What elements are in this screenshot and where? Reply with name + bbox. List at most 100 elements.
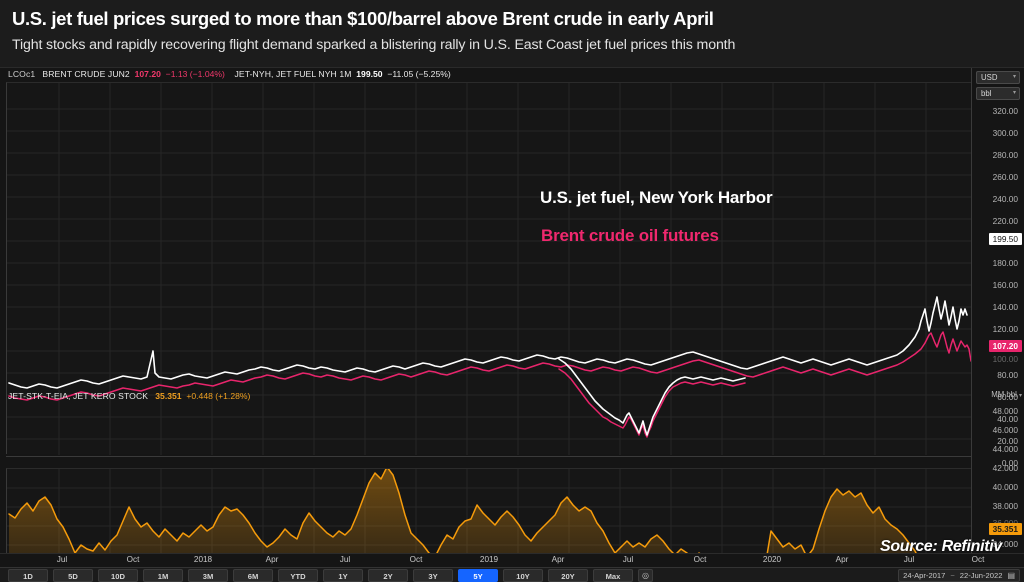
date-tick: 2019	[479, 555, 499, 564]
jetfuel-ticker-symbol[interactable]: JET-NYH, JET FUEL NYH 1M	[234, 69, 352, 79]
inventory-unit-label[interactable]: MM bbl ▾	[991, 390, 1022, 399]
date-to-value[interactable]: 22-Jun-2022	[959, 571, 1003, 580]
jetfuel-ticker-change: −11.05 (−5.25%)	[387, 69, 451, 79]
brent-annotation: Brent crude oil futures	[541, 226, 719, 245]
price-tick: 80.00	[997, 370, 1018, 380]
inventory-tick: 44.000	[992, 444, 1018, 454]
date-tick: Jul	[339, 555, 351, 564]
source-credit: Source: Refinitiv	[879, 538, 1002, 555]
price-tick: 300.00	[992, 128, 1018, 138]
price-tick: 120.00	[992, 324, 1018, 334]
right-axis-column: USD ▾ bbl ▾ 320.00 300.00 280.00 260.00 …	[971, 68, 1024, 553]
page-subtitle: Tight stocks and rapidly recovering flig…	[12, 37, 736, 53]
jetfuel-ticker-last: 199.50	[356, 69, 383, 79]
range-button-10d[interactable]: 10D	[98, 569, 138, 582]
inventory-value-tag: 35.351	[988, 523, 1022, 535]
date-tick: 2020	[762, 555, 782, 564]
date-tick: 2018	[193, 555, 213, 564]
chevron-down-icon: ▾	[1018, 393, 1022, 399]
currency-value: USD	[981, 73, 998, 82]
range-button-1y[interactable]: 1Y	[323, 569, 363, 582]
jetfuel-annotation: U.S. jet fuel, New York Harbor	[540, 188, 773, 207]
range-button-max[interactable]: Max	[593, 569, 633, 582]
price-series	[8, 296, 972, 438]
measure-selector[interactable]: bbl ▾	[976, 87, 1020, 100]
price-tick: 0.00	[1001, 458, 1018, 468]
price-chart-panel[interactable]: U.S. jet fuel, New York Harbor Brent cru…	[6, 82, 972, 455]
x-axis-date-strip: Jul Oct 2018 Apr Jul Oct 2019 Apr Jul Oc…	[0, 553, 1024, 567]
brent-crude-line	[8, 331, 972, 401]
inventory-tick: 48.000	[992, 406, 1018, 416]
brent-ticker-last: 107.20	[134, 69, 161, 79]
panel-divider	[6, 456, 971, 457]
price-tick: 260.00	[992, 172, 1018, 182]
date-tick: Apr	[835, 555, 849, 564]
range-button-3m[interactable]: 3M	[188, 569, 228, 582]
date-tick: Jul	[622, 555, 634, 564]
price-tick: 100.00	[992, 354, 1018, 364]
calendar-icon[interactable]: ▤	[1007, 571, 1015, 580]
page-title: U.S. jet fuel prices surged to more than…	[12, 8, 714, 29]
price-tick: 140.00	[992, 302, 1018, 312]
price-grid	[7, 83, 972, 455]
date-range-separator: −	[950, 571, 955, 580]
date-tick: Oct	[971, 555, 985, 564]
range-button-ytd[interactable]: YTD	[278, 569, 318, 582]
inventory-line	[8, 469, 971, 582]
chart-header: U.S. jet fuel prices surged to more than…	[0, 0, 1024, 68]
date-tick: Oct	[409, 555, 423, 564]
inventory-ticker-last: 35.351	[155, 391, 182, 401]
inventory-unit-text: MM bbl	[991, 390, 1017, 399]
range-button-6m[interactable]: 6M	[233, 569, 273, 582]
brent-ticker-name: BRENT CRUDE JUN2	[42, 69, 130, 79]
range-button-5d[interactable]: 5D	[53, 569, 93, 582]
inventory-tick: 46.000	[992, 425, 1018, 435]
bottom-panel-ticker-row: JET-STK-T-EIA, JET KERO STOCK 35.351 +0.…	[8, 390, 250, 403]
date-tick: Jul	[56, 555, 68, 564]
brent-ticker-symbol[interactable]: LCOc1	[8, 69, 36, 79]
date-tick: Apr	[551, 555, 565, 564]
price-tick: 220.00	[992, 216, 1018, 226]
inventory-tick: 38.000	[992, 501, 1018, 511]
inventory-tick: 42.000	[992, 463, 1018, 473]
chevron-down-icon: ▾	[1012, 90, 1016, 96]
range-button-1m[interactable]: 1M	[143, 569, 183, 582]
currency-selector[interactable]: USD ▾	[976, 71, 1020, 84]
inventory-tick: 40.000	[992, 482, 1018, 492]
inventory-ticker-symbol[interactable]: JET-STK-T-EIA, JET KERO STOCK	[8, 391, 149, 401]
top-panel-ticker-row: LCOc1 BRENT CRUDE JUN2 107.20 −1.13 (−1.…	[8, 68, 451, 81]
brent-ticker-change: −1.13 (−1.04%)	[165, 69, 225, 79]
inventory-ticker-change: +0.448 (+1.28%)	[186, 391, 251, 401]
measure-value: bbl	[981, 89, 992, 98]
range-toolbar: 1D 5D 10D 1M 3M 6M YTD 1Y 2Y 3Y 5Y 10Y 2…	[0, 567, 1024, 582]
range-button-1d[interactable]: 1D	[8, 569, 48, 582]
range-button-3y[interactable]: 3Y	[413, 569, 453, 582]
date-tick: Oct	[693, 555, 707, 564]
price-tick: 180.00	[992, 258, 1018, 268]
jet-fuel-line	[8, 296, 968, 389]
date-tick: Oct	[126, 555, 140, 564]
price-tick: 280.00	[992, 150, 1018, 160]
chevron-down-icon: ▾	[1012, 74, 1016, 80]
jetfuel-price-tag: 199.50	[988, 233, 1022, 245]
price-tick: 320.00	[992, 106, 1018, 116]
price-tick: 20.00	[997, 436, 1018, 446]
range-button-5y[interactable]: 5Y	[458, 569, 498, 582]
date-from-value[interactable]: 24-Apr-2017	[903, 571, 946, 580]
price-tick: 160.00	[992, 280, 1018, 290]
inventory-tick: 34.000	[992, 539, 1018, 549]
range-button-10y[interactable]: 10Y	[503, 569, 543, 582]
settings-gear-icon[interactable]: ◎	[638, 569, 653, 582]
price-tick: 240.00	[992, 194, 1018, 204]
date-tick: Apr	[265, 555, 279, 564]
date-range-picker[interactable]: 24-Apr-2017 − 22-Jun-2022 ▤	[898, 569, 1020, 582]
price-tick: 40.00	[997, 414, 1018, 424]
range-button-2y[interactable]: 2Y	[368, 569, 408, 582]
date-tick: Jul	[903, 555, 915, 564]
price-tick: 60.00	[997, 392, 1018, 402]
covid-crash-jetfuel	[558, 358, 746, 436]
brent-price-tag: 107.20	[988, 340, 1022, 352]
chart-shell: LCOc1 BRENT CRUDE JUN2 107.20 −1.13 (−1.…	[0, 68, 1024, 582]
range-button-20y[interactable]: 20Y	[548, 569, 588, 582]
